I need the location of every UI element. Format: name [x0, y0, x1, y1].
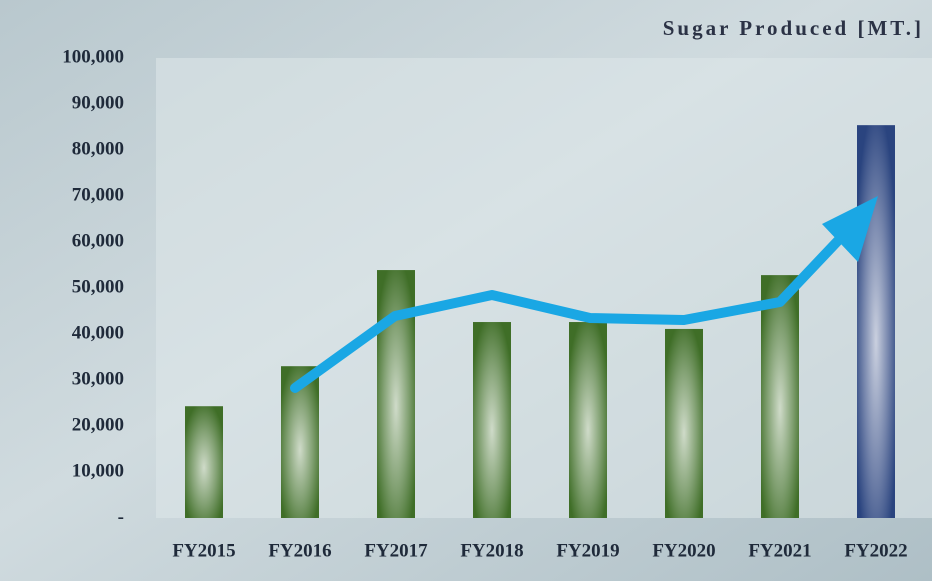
bar — [473, 322, 511, 518]
x-tick-label: FY2022 — [844, 540, 907, 561]
bar — [761, 275, 799, 518]
bar — [857, 125, 895, 518]
y-tick-label: 100,000 — [62, 46, 124, 67]
chart-title: Sugar Produced [MT.] — [663, 16, 924, 40]
y-tick-label: 40,000 — [72, 322, 124, 343]
trend-arrow — [290, 196, 878, 393]
x-tick-label: FY2015 — [172, 540, 235, 561]
trend-line — [290, 223, 855, 393]
x-tick-label: FY2018 — [460, 540, 523, 561]
x-tick-label: FY2017 — [364, 540, 428, 561]
x-tick-label: FY2019 — [556, 540, 619, 561]
y-tick-label: 70,000 — [72, 184, 124, 205]
bar — [569, 322, 607, 518]
y-tick-label: 50,000 — [72, 276, 124, 297]
arrow-head — [822, 196, 878, 262]
bar — [281, 366, 319, 518]
y-tick-label: 30,000 — [72, 368, 124, 389]
x-tick-label: FY2020 — [652, 540, 715, 561]
y-tick-label: - — [118, 506, 124, 527]
plot-area — [156, 58, 932, 518]
bar — [665, 328, 703, 518]
y-tick-label: 60,000 — [72, 230, 124, 251]
y-tick-label: 90,000 — [72, 92, 124, 113]
x-tick-label: FY2016 — [268, 540, 331, 561]
y-tick-label: 10,000 — [72, 460, 124, 481]
y-tick-label: 20,000 — [72, 414, 124, 435]
bar — [377, 270, 415, 518]
y-tick-label: 80,000 — [72, 138, 124, 159]
bar — [185, 406, 223, 518]
x-tick-label: FY2021 — [748, 540, 811, 561]
